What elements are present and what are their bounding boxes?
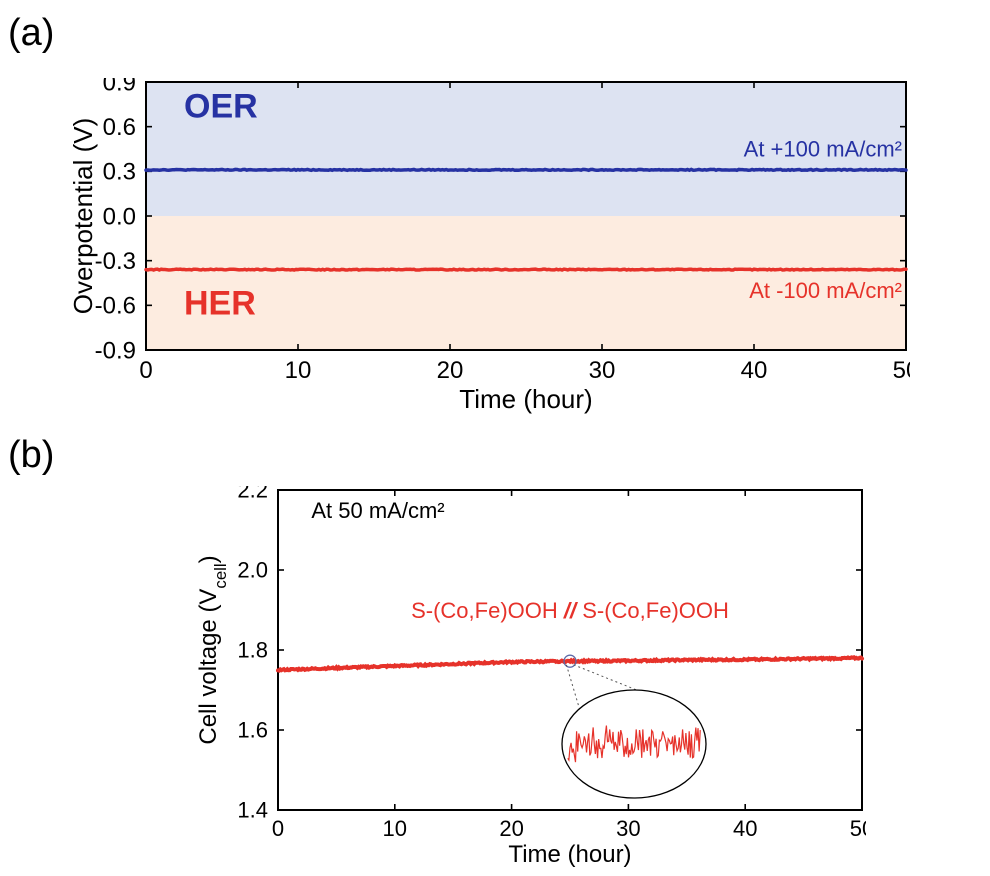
xtick-label: 10 — [285, 357, 312, 384]
xtick-label: 40 — [741, 357, 768, 384]
ylabel: Overpotential (V) — [68, 118, 98, 315]
xtick-label: 50 — [850, 816, 866, 841]
xlabel: Time (hour) — [459, 384, 592, 414]
xtick-label: 30 — [616, 816, 640, 841]
region-label-oer: OER — [184, 88, 258, 126]
series-her — [146, 269, 906, 270]
series-annot-her: At -100 mA/cm² — [749, 278, 902, 303]
panel-a-svg: 0 10 20 30 40 50 -0.9 -0.6 -0.3 0.0 0.3 0.6 0.9 Time … — [66, 78, 910, 414]
panel-b: 0 10 20 30 40 50 1.4 1.6 1.8 2.0 2.2 Time (hour) Cel… — [192, 486, 866, 872]
ytick-label: 0.0 — [103, 203, 136, 230]
material-annotation: S-(Co,Fe)OOH // S-(Co,Fe)OOH — [411, 598, 729, 623]
panel-label-b-text: (b) — [8, 434, 54, 477]
xtick-label: 10 — [383, 816, 407, 841]
ytick-label: -0.6 — [95, 293, 136, 320]
condition-annotation: At 50 mA/cm² — [311, 498, 444, 523]
ytick-label: 1.4 — [237, 798, 268, 823]
series-oer — [146, 169, 906, 170]
figure-page: { "figure": { "width_px": 990, "height_p… — [0, 0, 990, 876]
ytick-label: 0.6 — [103, 114, 136, 141]
panel-b-svg: 0 10 20 30 40 50 1.4 1.6 1.8 2.0 2.2 Time (hour) Cel… — [192, 486, 866, 872]
xtick-label: 0 — [139, 357, 152, 384]
ylabel: Cell voltage (Vcell) — [195, 555, 230, 744]
ytick-label: 2.0 — [237, 558, 268, 583]
series-annot-oer: At +100 mA/cm² — [744, 136, 902, 161]
region-label-her: HER — [184, 284, 256, 322]
ytick-label: -0.9 — [95, 337, 136, 364]
xtick-label: 40 — [733, 816, 757, 841]
panel-label-a-text: (a) — [8, 12, 54, 55]
xlabel: Time (hour) — [508, 841, 631, 868]
ytick-label: 2.2 — [237, 486, 268, 503]
ytick-label: 0.3 — [103, 159, 136, 186]
ytick-label: 1.6 — [237, 718, 268, 743]
ytick-label: -0.3 — [95, 248, 136, 275]
xtick-label: 50 — [893, 357, 910, 384]
xtick-label: 0 — [272, 816, 284, 841]
xtick-label: 30 — [589, 357, 616, 384]
xtick-label: 20 — [499, 816, 523, 841]
ytick-label: 1.8 — [237, 638, 268, 663]
xtick-label: 20 — [437, 357, 464, 384]
ytick-label: 0.9 — [103, 78, 136, 96]
panel-a: 01020304050-0.9-0.6-0.30.00.30.60.9Time … — [66, 78, 826, 346]
